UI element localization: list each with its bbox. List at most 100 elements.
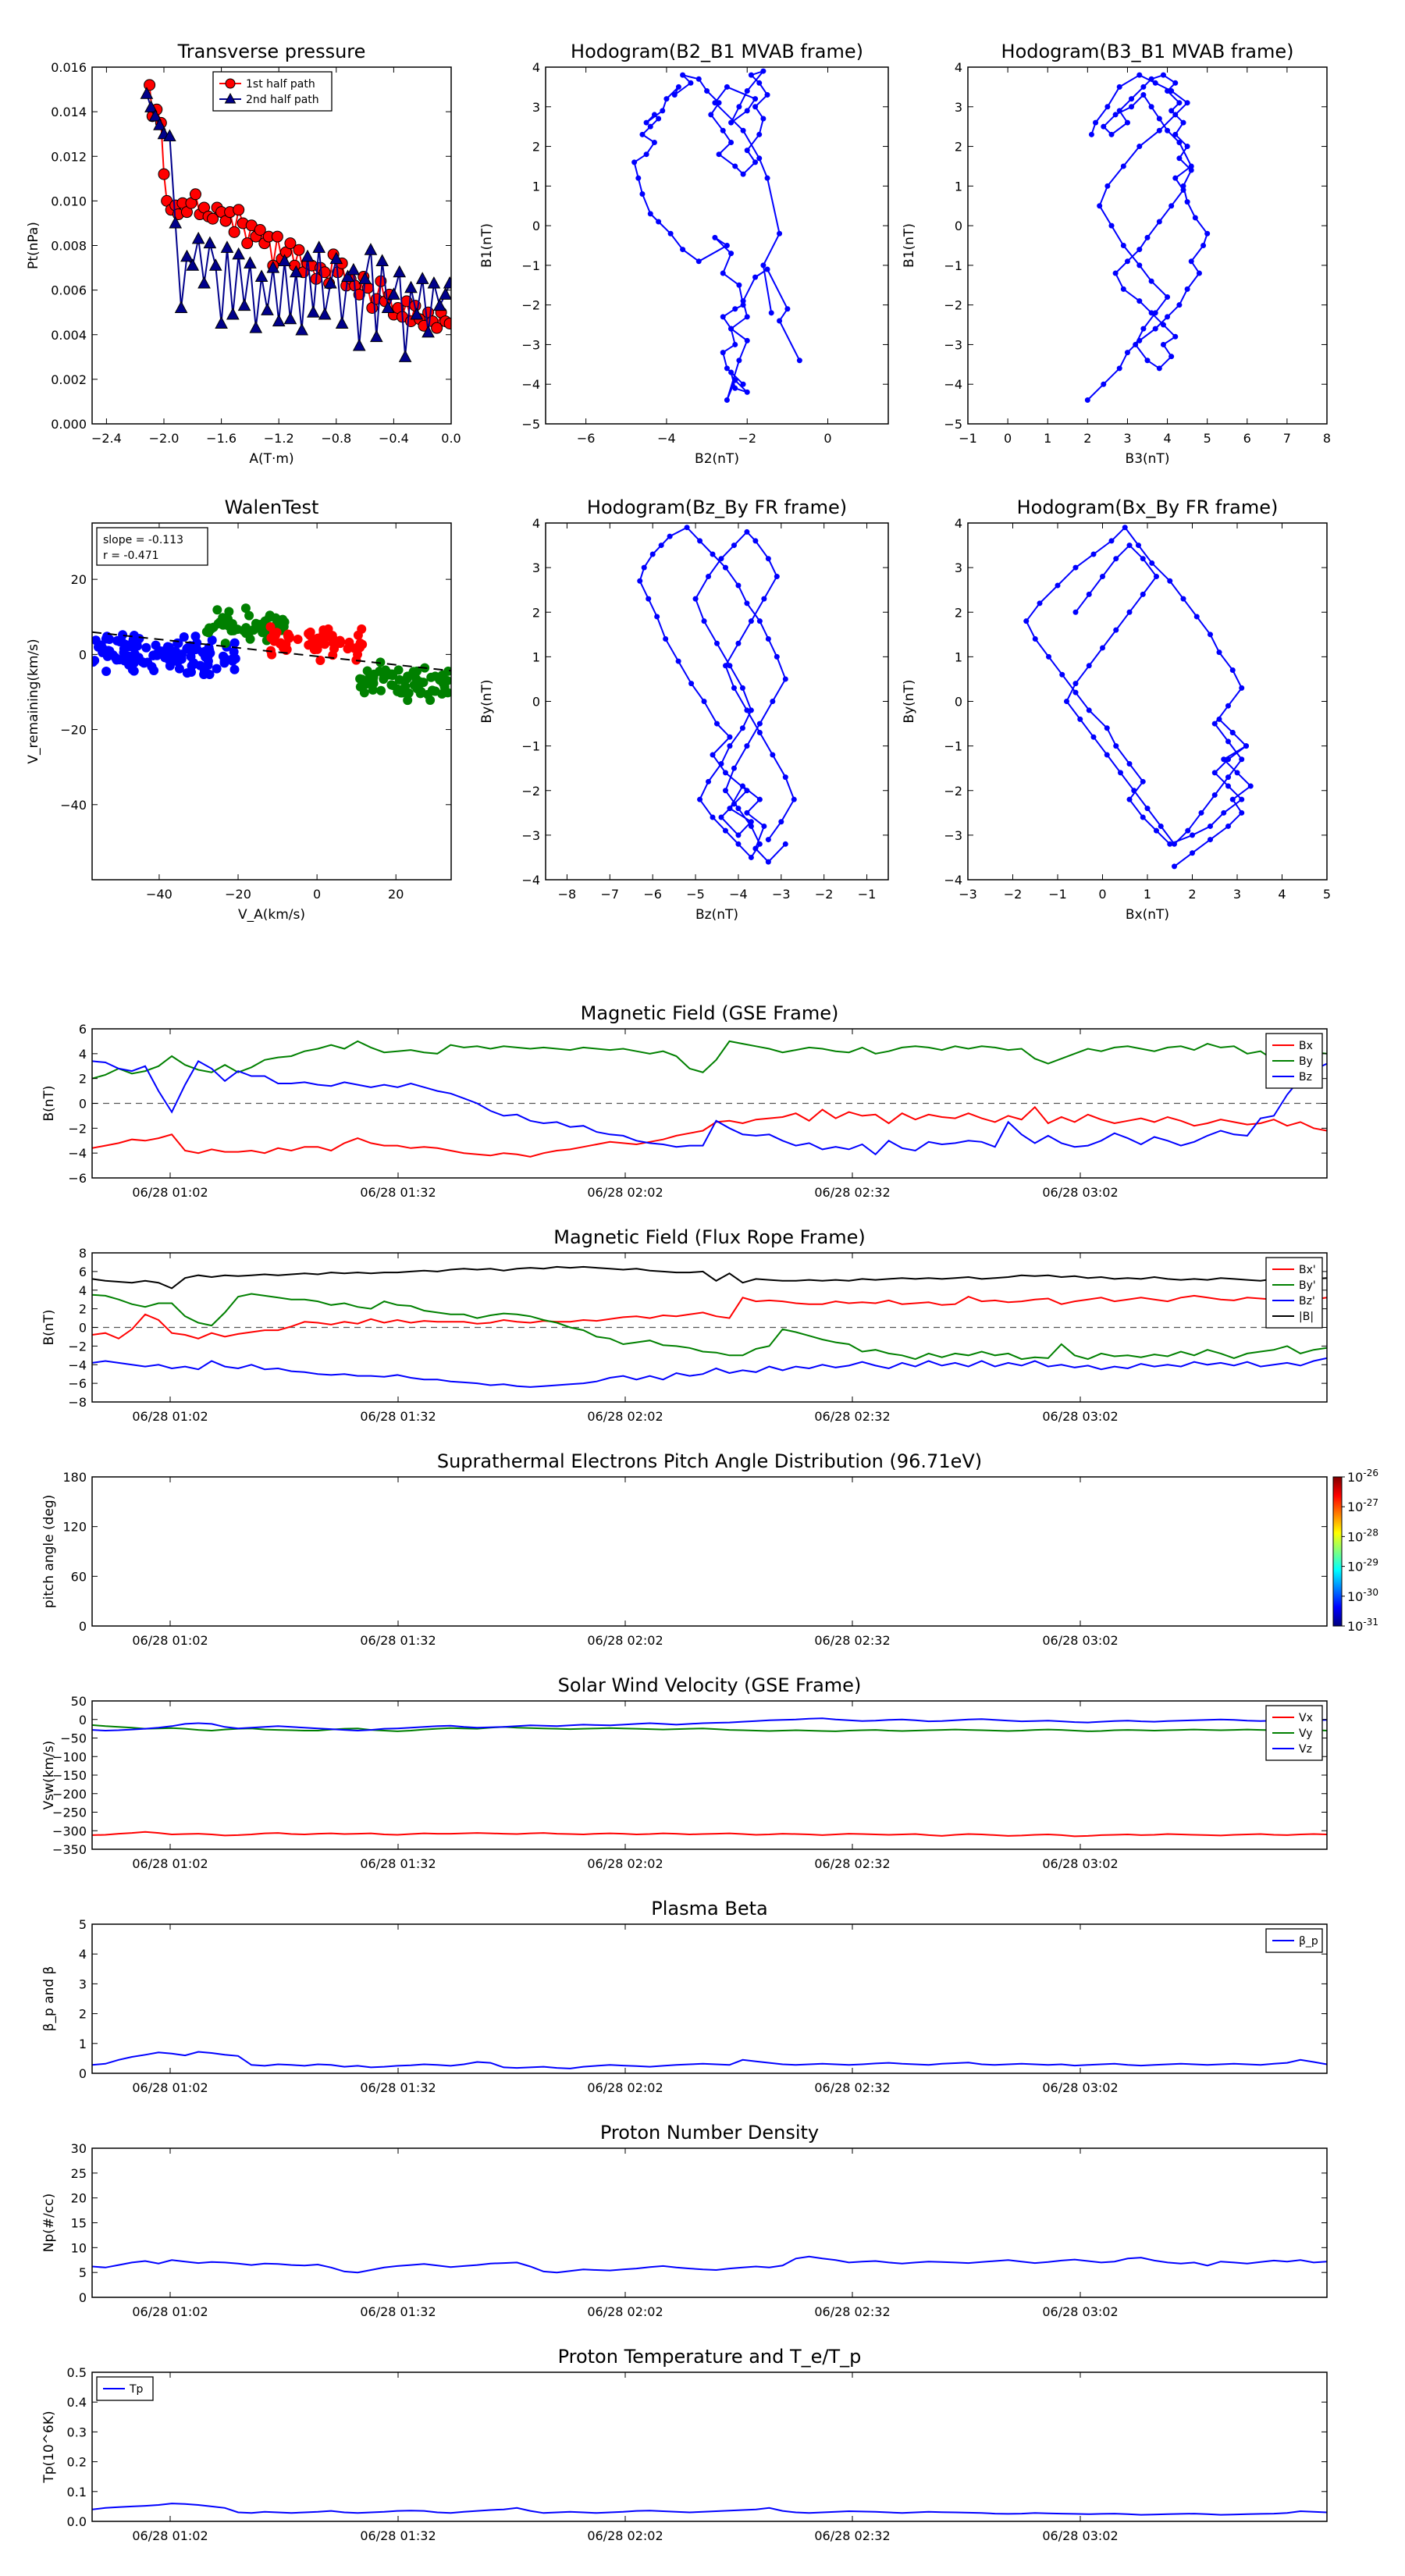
legend-label: Bx: [1299, 1040, 1313, 1052]
data-marker: [1136, 262, 1143, 269]
x-tick-label: −6: [643, 887, 662, 902]
data-marker: [701, 618, 707, 624]
data-marker: [410, 307, 424, 320]
data-marker: [1193, 614, 1200, 620]
x-tick-label: 4: [1278, 887, 1286, 902]
data-marker: [736, 358, 742, 364]
scatter-point: [369, 669, 379, 679]
data-marker: [1239, 796, 1245, 802]
data-marker: [720, 270, 726, 276]
y-tick-label: −300: [52, 1823, 87, 1838]
data-marker: [1122, 525, 1128, 531]
data-marker: [752, 159, 759, 165]
data-marker: [1136, 247, 1143, 253]
data-marker: [735, 640, 742, 646]
data-marker: [654, 614, 660, 620]
data-marker: [1239, 756, 1245, 763]
data-marker: [1156, 116, 1162, 122]
legend-label: 1st half path: [246, 78, 315, 91]
data-marker: [722, 663, 728, 669]
data-marker: [724, 243, 730, 248]
data-marker: [724, 397, 730, 404]
data-marker: [656, 219, 662, 225]
series-line: [92, 1105, 1327, 1158]
x-tick-label: 06/28 03:02: [1042, 2304, 1118, 2319]
data-marker: [232, 247, 246, 260]
data-marker: [1160, 322, 1166, 328]
data-marker: [1064, 699, 1069, 704]
y-tick-label: 2: [79, 1072, 87, 1087]
scatter-point: [212, 664, 222, 674]
data-marker: [180, 249, 194, 262]
data-marker: [1126, 543, 1133, 549]
data-marker: [727, 663, 733, 669]
data-marker: [631, 159, 638, 165]
solar-wind-velocity-panel: Solar Wind Velocity (GSE Frame) −350 −300 −…: [41, 1674, 1328, 1871]
data-marker: [1225, 774, 1231, 781]
data-marker: [1118, 770, 1123, 776]
data-marker: [1239, 809, 1245, 816]
x-tick-label: −2: [1004, 887, 1023, 902]
data-marker: [701, 699, 707, 704]
y-tick-label: 2: [79, 1302, 87, 1317]
y-tick-label: −1: [944, 739, 962, 754]
data-marker: [740, 298, 746, 304]
x-tick-label: 06/28 01:32: [360, 1409, 436, 1424]
y-tick-label: 2: [532, 605, 540, 620]
data-marker: [777, 230, 783, 237]
y-tick-label: 3: [532, 560, 540, 575]
x-tick-label: 06/28 01:32: [360, 1633, 436, 1648]
data-marker: [375, 254, 389, 266]
data-marker: [718, 814, 724, 820]
data-marker: [732, 306, 738, 312]
data-marker: [1124, 258, 1130, 265]
legend-label: Vy: [1299, 1727, 1313, 1740]
scatter-point: [376, 685, 386, 696]
data-marker: [1152, 310, 1158, 316]
x-axis-label: V_A(km/s): [238, 907, 305, 923]
data-marker: [1149, 560, 1155, 566]
axes-frame: [967, 522, 1328, 881]
data-marker: [1180, 187, 1186, 193]
data-marker: [1136, 298, 1143, 304]
scatter-point: [244, 610, 254, 621]
x-tick-label: −3: [772, 887, 791, 902]
y-tick-label: 6: [79, 1265, 87, 1279]
data-marker: [791, 796, 797, 802]
x-tick-label: 0: [823, 431, 831, 446]
data-marker: [1156, 127, 1162, 133]
data-marker: [704, 87, 710, 94]
data-marker: [1077, 716, 1083, 722]
data-marker: [312, 240, 326, 253]
data-marker: [278, 254, 291, 266]
data-marker: [1225, 823, 1231, 829]
data-marker: [680, 72, 686, 78]
data-marker: [1190, 832, 1195, 838]
data-marker: [748, 618, 754, 624]
data-marker: [651, 139, 657, 145]
x-tick-label: −3: [959, 887, 977, 902]
y-tick-label: −1: [944, 258, 962, 273]
data-marker: [722, 564, 728, 571]
data-marker: [714, 720, 720, 727]
data-marker: [1243, 743, 1249, 749]
data-marker: [364, 243, 378, 255]
data-marker: [249, 321, 263, 333]
y-tick-label: −20: [60, 723, 87, 738]
y-tick-label: 3: [955, 100, 962, 115]
data-marker: [1172, 333, 1179, 340]
data-marker: [770, 752, 776, 758]
data-marker: [1120, 243, 1126, 248]
data-marker: [756, 618, 763, 624]
data-marker: [1144, 358, 1151, 364]
data-marker: [1131, 788, 1137, 794]
data-marker: [724, 84, 730, 90]
data-marker: [1234, 770, 1240, 776]
x-tick-label: 1: [1044, 431, 1051, 446]
data-marker: [1160, 72, 1166, 78]
y-tick-label: 2: [532, 140, 540, 155]
data-marker: [1176, 100, 1183, 106]
y-axis-label: Pt(nPa): [26, 222, 41, 269]
data-marker: [739, 685, 745, 691]
data-marker: [1046, 653, 1051, 660]
